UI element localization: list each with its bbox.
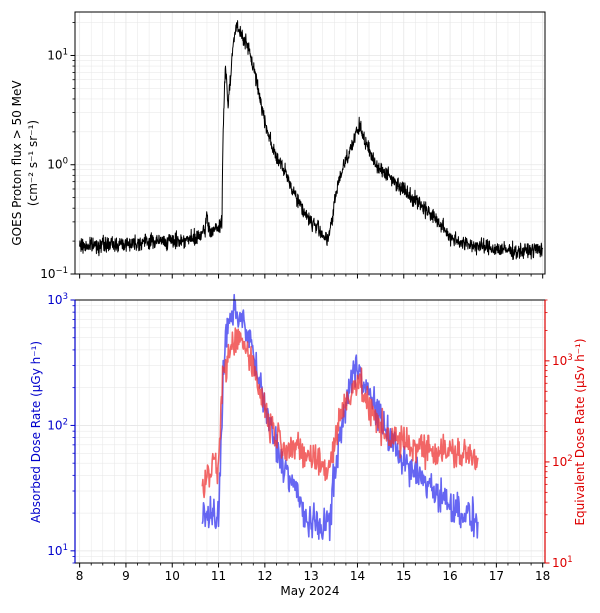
dose-rate-x-tick-label: 15 bbox=[396, 569, 411, 583]
dose-rate-x-tick-label: 14 bbox=[350, 569, 365, 583]
dose-rate-x-tick-label: 13 bbox=[304, 569, 319, 583]
proton-flux-x-ticks bbox=[79, 274, 544, 279]
absorbed-dose-tick-label: 101 bbox=[47, 543, 68, 558]
absorbed-dose-y-label: Absorbed Dose Rate (µGy h⁻¹) bbox=[29, 341, 43, 523]
x-axis-label: May 2024 bbox=[280, 584, 339, 598]
dose-rate-panel: 101 102 103 101 102 103 8 9 10 11 12 13 14 15 16 17 18… bbox=[29, 292, 587, 598]
proton-flux-goes-proton-flux-line bbox=[79, 20, 544, 260]
equivalent-dose-y-label: Equivalent Dose Rate (µSv h⁻¹) bbox=[573, 338, 587, 525]
dose-rate-absorbed-dose-rate-line bbox=[201, 293, 479, 542]
proton-flux-y-label-line2: (cm⁻² s⁻¹ sr⁻¹) bbox=[26, 120, 40, 206]
dose-rate-x-tick-label: 17 bbox=[489, 569, 504, 583]
absorbed-dose-tick-label: 103 bbox=[47, 292, 68, 307]
dose-rate-series bbox=[201, 293, 479, 542]
proton-flux-y-label-line1: GOES Proton flux > 50 MeV bbox=[10, 80, 24, 246]
proton-flux-tick-label: 10−1 bbox=[40, 266, 68, 281]
proton-flux-panel: 10−1 100 101 GOES Proton flux > 50 MeV (cm… bbox=[10, 11, 546, 281]
proton-flux-y-ticks: 10−1 100 101 bbox=[40, 22, 75, 281]
dose-rate-grid bbox=[75, 299, 545, 564]
equivalent-dose-tick-label: 103 bbox=[552, 353, 573, 368]
equivalent-dose-tick-label: 102 bbox=[552, 454, 573, 469]
equivalent-dose-tick-label: 101 bbox=[552, 555, 573, 570]
dose-rate-x-ticks: 8 9 10 11 12 13 14 15 16 17 18 bbox=[76, 563, 550, 583]
dose-rate-x-tick-label: 16 bbox=[442, 569, 457, 583]
dose-rate-x-tick-label: 12 bbox=[257, 569, 272, 583]
proton-flux-plot-frame bbox=[74, 11, 546, 275]
absorbed-dose-y-ticks: 101 102 103 bbox=[47, 292, 75, 564]
dose-rate-equivalent-dose-rate-line bbox=[201, 327, 479, 499]
dose-rate-x-tick-label: 8 bbox=[76, 569, 84, 583]
absorbed-dose-tick-label: 102 bbox=[47, 417, 68, 432]
dose-rate-x-tick-label: 10 bbox=[165, 569, 180, 583]
dose-rate-x-tick-label: 11 bbox=[211, 569, 226, 583]
proton-flux-tick-label: 100 bbox=[47, 157, 68, 172]
dose-rate-x-tick-label: 9 bbox=[122, 569, 130, 583]
dose-rate-x-tick-label: 18 bbox=[535, 569, 550, 583]
proton-flux-grid bbox=[75, 12, 545, 275]
proton-flux-tick-label: 101 bbox=[47, 47, 68, 62]
proton-flux-series bbox=[79, 20, 544, 260]
equivalent-dose-y-ticks: 101 102 103 bbox=[545, 299, 573, 570]
